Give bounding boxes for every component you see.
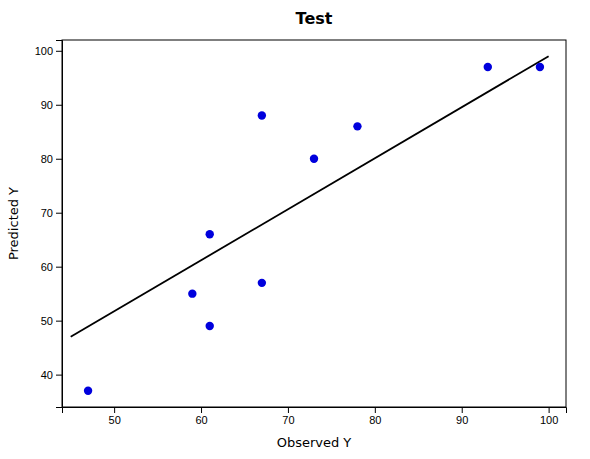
x-tick-label: 100 [540,414,558,426]
x-tick-mark [288,407,289,413]
scatter-point [536,63,544,71]
x-tick: 90 [456,407,468,426]
y-tick-mark [56,375,62,376]
x-axis-line [63,408,567,414]
x-tick: 100 [540,407,558,426]
y-tick: 50 [41,315,62,327]
scatter-point [206,230,214,238]
scatter-point [188,289,196,297]
x-tick-mark [201,407,202,413]
scatter-point [84,387,92,395]
x-tick: 60 [195,407,207,426]
x-tick-label: 80 [369,414,381,426]
y-tick: 90 [41,99,62,111]
y-tick-label: 60 [41,261,53,273]
y-tick-mark [56,267,62,268]
scatter-point [258,111,266,119]
y-tick-label: 80 [41,153,53,165]
scatter-point [206,322,214,330]
marks [71,56,549,395]
x-tick: 50 [109,407,121,426]
x-tick: 70 [282,407,294,426]
x-axis-title: Observed Y [277,435,352,450]
x-axis: 50 60 70 80 90 100 [63,407,567,426]
y-tick-mark [56,105,62,106]
plot-frame [62,40,566,407]
y-tick: 100 [35,45,62,57]
y-tick-label: 70 [41,207,53,219]
y-tick-mark [56,321,62,322]
x-tick: 80 [369,407,381,426]
x-tick-label: 90 [456,414,468,426]
y-tick-mark [56,51,62,52]
scatter-point [310,155,318,163]
title: Test [296,9,333,28]
scatter-point [258,279,266,287]
y-axis-title: Predicted Y [6,187,21,260]
y-tick-mark [56,213,62,214]
x-tick-mark [462,407,463,413]
y-tick: 70 [41,207,62,219]
x-tick-label: 50 [109,414,121,426]
y-tick-label: 50 [41,315,53,327]
x-tick-mark [549,407,550,413]
chart: 50 60 70 80 90 100 40 50 60 70 80 90 100 Test Observed… [0,0,590,459]
scatter-point [353,122,361,130]
y-tick-mark [56,159,62,160]
x-tick-mark [375,407,376,413]
y-tick-label: 100 [35,45,53,57]
y-tick: 60 [41,261,62,273]
y-tick: 40 [41,369,62,381]
x-tick-mark [114,407,115,413]
x-tick-label: 60 [195,414,207,426]
reference-line [71,56,549,337]
y-tick-label: 40 [41,369,53,381]
scatter-point [484,63,492,71]
plot: 50 60 70 80 90 100 40 50 60 70 80 90 100 [35,40,567,426]
y-axis: 40 50 60 70 80 90 100 [35,41,63,408]
x-tick-label: 70 [282,414,294,426]
y-tick: 80 [41,153,62,165]
y-tick-label: 90 [41,99,53,111]
